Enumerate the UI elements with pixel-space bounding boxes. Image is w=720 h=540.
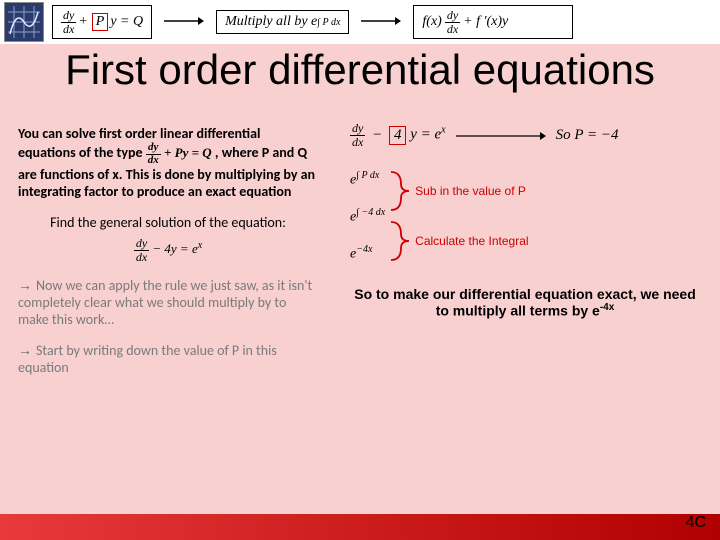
arrow-right-icon-2 <box>357 11 405 34</box>
annotation-sub-p: Sub in the value of P <box>415 184 526 198</box>
top-formula-strip: dy dx + P y = Q Multiply all by e ∫ P dx… <box>0 0 720 44</box>
fraction-dy-dx: dy dx <box>61 9 76 35</box>
annotation-calc-integral: Calculate the Integral <box>415 234 528 248</box>
bottom-gradient-bar <box>0 514 720 540</box>
formula-box-2: Multiply all by e ∫ P dx <box>216 10 349 34</box>
arrow-bullet-icon-2: → <box>18 342 32 358</box>
note-paragraph-2: →Start by writing down the value of P in… <box>18 342 318 376</box>
conclusion-text: So to make our differential equation exa… <box>350 286 700 319</box>
integral-3: e−4x <box>350 244 385 263</box>
formula-1-suffix: y = Q <box>110 14 143 30</box>
curly-brace-icon-2 <box>389 220 411 262</box>
page-title: First order differential equations <box>0 46 720 94</box>
fraction-dy-dx-2: dy dx <box>445 9 460 35</box>
four-highlight: 4 <box>389 126 407 145</box>
logo-icon <box>4 2 44 42</box>
p-highlight: P <box>92 13 109 31</box>
formula-2-superscript: ∫ P dx <box>317 17 340 28</box>
long-arrow-icon <box>456 129 546 141</box>
corner-label: 4C <box>686 514 706 532</box>
equation-row-1: dy dx − 4 y = ex So P = −4 <box>350 122 700 148</box>
arrow-right-icon <box>160 11 208 34</box>
integral-1: e∫ P dx <box>350 170 385 189</box>
formula-2-text: Multiply all by e <box>225 14 317 30</box>
left-column: You can solve first order linear differe… <box>18 125 318 390</box>
note-paragraph-1: →Now we can apply the rule we just saw, … <box>18 277 318 328</box>
right-column: dy dx − 4 y = ex So P = −4 e∫ P dx e∫ −4… <box>350 122 700 319</box>
intro-paragraph: You can solve first order linear differe… <box>18 125 318 200</box>
formula-box-3: f(x) dy dx + f '(x)y <box>413 5 573 39</box>
integral-2: e∫ −4 dx <box>350 207 385 226</box>
curly-brace-icon <box>389 170 411 212</box>
formula-box-1: dy dx + P y = Q <box>52 5 152 39</box>
formula-3-suffix: + f '(x)y <box>463 14 508 30</box>
find-solution-paragraph: Find the general solution of the equatio… <box>18 214 318 263</box>
result-so-p: So P = −4 <box>556 127 619 144</box>
formula-3-f: f(x) <box>422 14 441 30</box>
plus-sign: + <box>76 14 89 30</box>
arrow-bullet-icon: → <box>18 277 32 293</box>
integral-steps: e∫ P dx e∫ −4 dx e−4x Sub in the value o… <box>350 170 700 262</box>
